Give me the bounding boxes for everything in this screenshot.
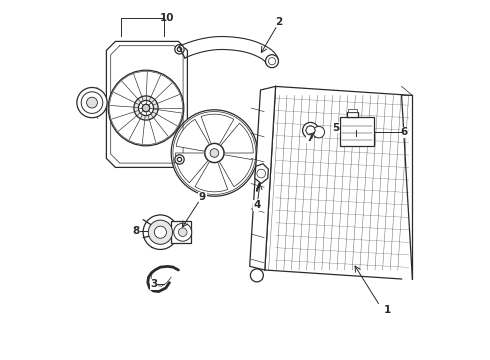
Circle shape <box>178 228 187 237</box>
Circle shape <box>269 58 275 65</box>
Text: 8: 8 <box>133 226 140 236</box>
Bar <box>341 117 373 146</box>
Circle shape <box>303 122 318 138</box>
Circle shape <box>177 157 182 162</box>
Circle shape <box>108 70 184 146</box>
Polygon shape <box>176 119 209 151</box>
Text: 6: 6 <box>400 127 408 138</box>
Polygon shape <box>106 41 187 167</box>
Circle shape <box>154 226 167 238</box>
Text: 3: 3 <box>150 279 158 289</box>
Text: 5: 5 <box>332 123 340 133</box>
Circle shape <box>175 155 184 164</box>
Circle shape <box>139 100 153 116</box>
Text: 7: 7 <box>306 132 314 143</box>
Circle shape <box>210 149 219 157</box>
Circle shape <box>143 215 178 249</box>
Circle shape <box>175 45 184 54</box>
Polygon shape <box>175 153 208 183</box>
Circle shape <box>134 96 158 120</box>
Circle shape <box>171 110 258 196</box>
Text: 1: 1 <box>384 305 391 315</box>
Text: 9: 9 <box>199 192 206 202</box>
Circle shape <box>148 220 172 244</box>
Circle shape <box>313 126 324 138</box>
Text: 10: 10 <box>160 13 174 23</box>
Bar <box>348 109 357 112</box>
Polygon shape <box>221 123 253 153</box>
Circle shape <box>81 92 103 113</box>
Text: 4: 4 <box>254 200 261 210</box>
Circle shape <box>257 169 266 178</box>
Polygon shape <box>195 162 228 192</box>
Text: 2: 2 <box>275 17 283 27</box>
Polygon shape <box>201 114 234 144</box>
Bar <box>171 221 191 243</box>
Circle shape <box>174 223 192 241</box>
Polygon shape <box>220 155 253 187</box>
Circle shape <box>177 47 182 51</box>
Circle shape <box>87 97 98 108</box>
Circle shape <box>266 55 278 68</box>
Circle shape <box>142 104 150 112</box>
Polygon shape <box>255 164 269 184</box>
Circle shape <box>306 126 315 135</box>
Circle shape <box>77 87 107 118</box>
Bar <box>347 112 358 117</box>
Polygon shape <box>250 86 275 270</box>
Bar <box>151 217 167 247</box>
Circle shape <box>205 144 224 162</box>
Circle shape <box>250 269 263 282</box>
